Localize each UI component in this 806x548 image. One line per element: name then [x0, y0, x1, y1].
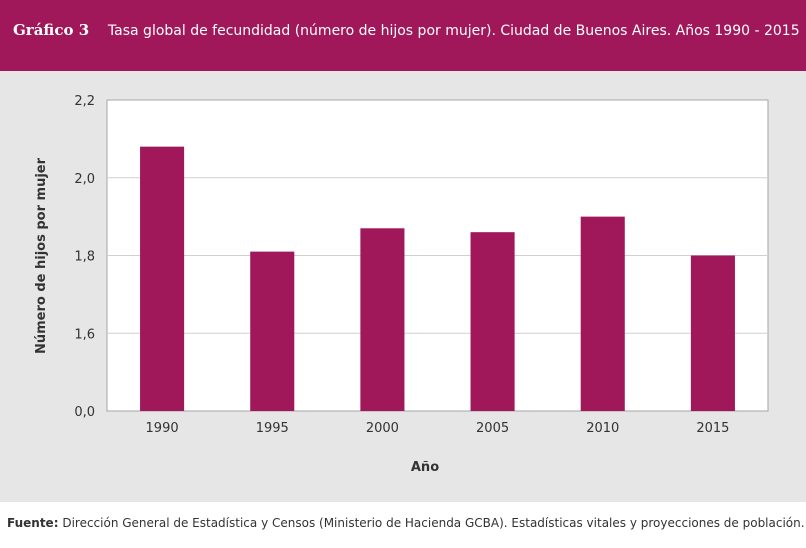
bar-2005 [470, 232, 515, 411]
x-tick-label: 2005 [476, 421, 509, 436]
y-tick-label: 2,0 [74, 172, 95, 187]
y-tick-label: 1,8 [74, 250, 95, 265]
bar-1990 [140, 146, 185, 411]
bar-1995 [250, 251, 295, 411]
source-text: Dirección General de Estadística y Censo… [62, 516, 805, 530]
bar-2015 [690, 255, 735, 411]
y-tick-label: 1,6 [74, 327, 95, 342]
y-tick-label: 2,2 [74, 94, 95, 109]
chart-title: Tasa global de fecundidad (número de hij… [107, 23, 800, 39]
bar-2010 [580, 216, 625, 411]
chart-footer: Fuente: Dirección General de Estadística… [0, 502, 806, 548]
chart-panel: 0,0 1,6 1,8 2,0 2,2 1990 1995 2000 2005 2010 2015… [0, 71, 806, 502]
bar-chart: 0,0 1,6 1,8 2,0 2,2 1990 1995 2000 2005 2010 2015… [34, 94, 769, 475]
x-tick-label: 1995 [256, 421, 289, 436]
header-line: Gráfico 3 Tasa global de fecundidad (núm… [13, 20, 800, 41]
x-tick-label: 2000 [366, 421, 399, 436]
chart-number-label: Gráfico 3 [13, 21, 90, 39]
x-tick-label: 2015 [696, 421, 729, 436]
x-tick-label: 2010 [586, 421, 619, 436]
chart-header: Gráfico 3 Tasa global de fecundidad (núm… [0, 0, 806, 71]
bar-2000 [360, 228, 405, 411]
x-tick-label: 1990 [146, 421, 179, 436]
x-axis-title: Año [411, 460, 439, 475]
y-tick-label: 0,0 [74, 405, 95, 420]
y-axis-title: Número de hijos por mujer [34, 157, 49, 354]
source-label: Fuente: [7, 516, 59, 530]
source-note: Fuente: Dirección General de Estadística… [7, 515, 805, 531]
